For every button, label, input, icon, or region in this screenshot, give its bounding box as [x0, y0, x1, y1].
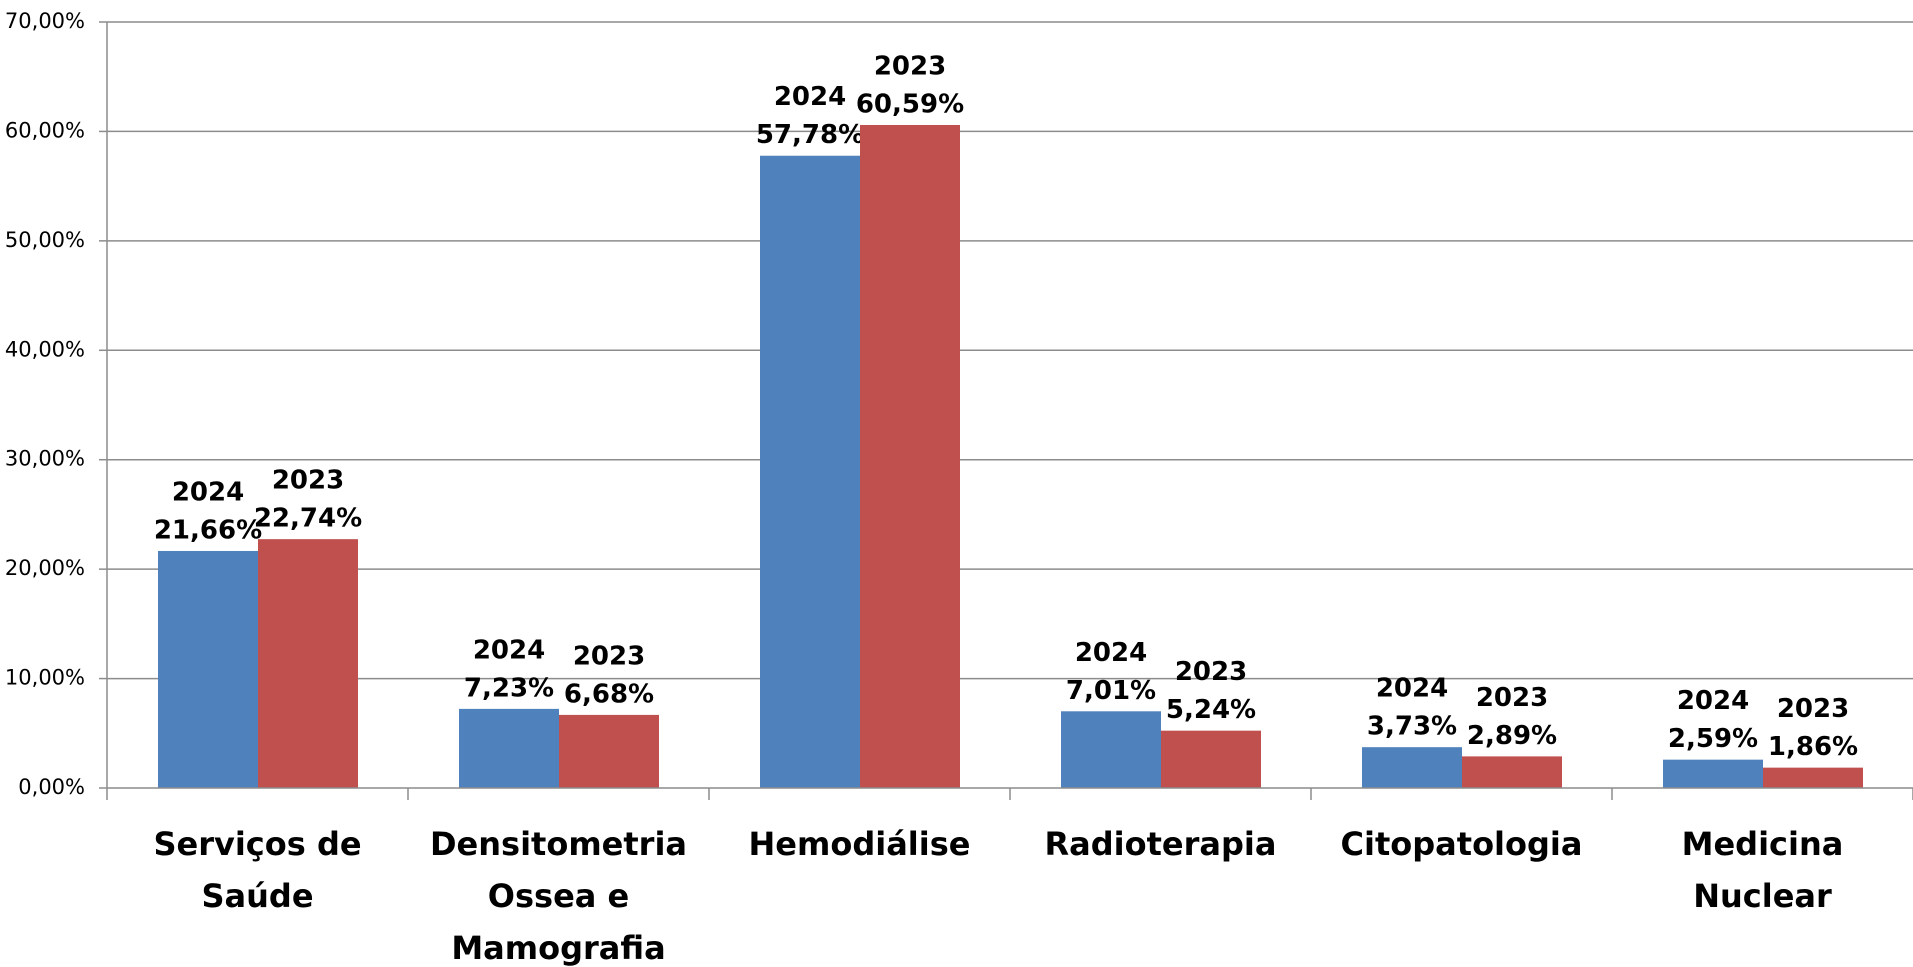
bar: [860, 124, 960, 788]
data-label: 6,68%: [564, 679, 654, 709]
y-tick-label: 70,00%: [5, 9, 85, 33]
data-label-series: 2023: [1175, 657, 1247, 687]
data-label-series: 2024: [1376, 674, 1448, 704]
y-tick-label: 20,00%: [5, 556, 85, 580]
y-tick-label: 0,00%: [18, 775, 85, 799]
data-label-series: 2024: [1677, 686, 1749, 716]
data-label-series: 2023: [1777, 694, 1849, 724]
data-label-series: 2023: [874, 51, 946, 81]
bar: [1763, 767, 1863, 788]
data-label-series: 2024: [473, 635, 545, 665]
x-tick-label: Medicina Nuclear: [1681, 825, 1844, 915]
y-tick-label: 30,00%: [5, 447, 85, 471]
data-label: 21,66%: [154, 515, 262, 545]
x-tick-label: Serviços de Saúde: [153, 825, 362, 915]
bar: [158, 550, 258, 788]
data-label: 2,89%: [1467, 721, 1557, 751]
bar: [1462, 756, 1562, 788]
data-label-series: 2023: [1476, 683, 1548, 713]
bar: [1663, 759, 1763, 788]
data-label: 22,74%: [254, 504, 362, 534]
data-label-series: 2024: [774, 82, 846, 112]
data-label: 1,86%: [1768, 732, 1858, 762]
data-label-series: 2023: [573, 641, 645, 671]
data-label-series: 2024: [172, 477, 244, 507]
data-label: 57,78%: [756, 120, 864, 150]
data-label-series: 2023: [272, 466, 344, 496]
y-tick-label: 10,00%: [5, 666, 85, 690]
x-tick-label: Radioterapia: [1044, 825, 1277, 863]
x-tick-label: Densitometria Ossea e Mamografia: [429, 825, 688, 967]
x-tick-label: Hemodiálise: [748, 825, 971, 863]
bar: [1161, 730, 1261, 788]
bar: [1061, 711, 1161, 788]
bar: [258, 539, 358, 788]
data-label: 7,23%: [464, 673, 554, 703]
bar: [760, 155, 860, 789]
data-label: 5,24%: [1166, 695, 1256, 725]
data-label: 7,01%: [1066, 676, 1156, 706]
y-tick-label: 60,00%: [5, 118, 85, 142]
y-tick-label: 50,00%: [5, 228, 85, 252]
x-tick-label: Citopatologia: [1340, 825, 1583, 863]
y-tick-label: 40,00%: [5, 337, 85, 361]
bar: [459, 708, 559, 788]
data-label: 3,73%: [1367, 712, 1457, 742]
data-label-series: 2024: [1075, 638, 1147, 668]
data-label: 60,59%: [856, 89, 964, 119]
bar: [1362, 747, 1462, 788]
data-label: 2,59%: [1668, 724, 1758, 754]
bar: [559, 714, 659, 788]
